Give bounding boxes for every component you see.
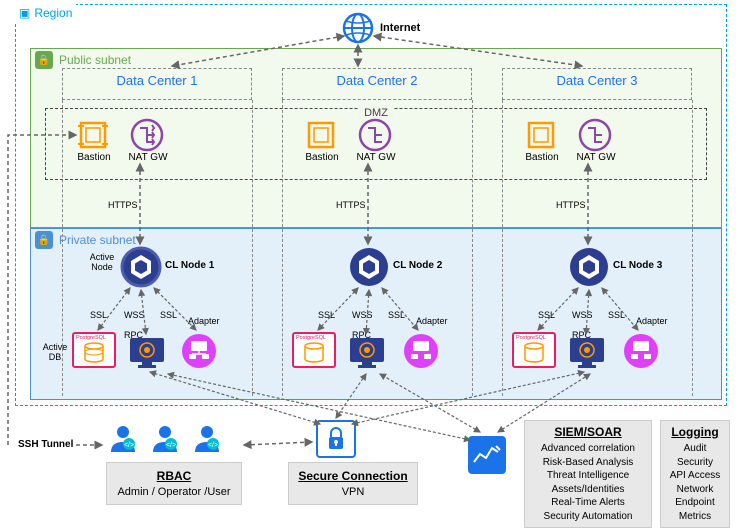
siem-item: Advanced correlation bbox=[531, 442, 645, 456]
dc3-right bbox=[692, 100, 693, 396]
active-node-label: Active Node bbox=[85, 252, 119, 272]
public-label: 🔒 Public subnet bbox=[35, 51, 131, 69]
monitor-icon bbox=[348, 336, 386, 373]
rbac-box: RBAC Admin / Operator /User bbox=[106, 462, 242, 505]
siem-item: Assets/Identities bbox=[531, 483, 645, 497]
rbac-users: </> </> </> bbox=[106, 422, 224, 456]
region-label: ▣ Region bbox=[15, 4, 76, 22]
logging-item: Network bbox=[665, 483, 725, 497]
logging-item: Metrics bbox=[665, 510, 725, 524]
postgres-icon: PostgreSQL bbox=[292, 332, 336, 368]
lock-icon: 🔒 bbox=[35, 51, 53, 69]
bastion-icon bbox=[306, 120, 336, 153]
private-text: Private subnet bbox=[59, 233, 136, 247]
natgw-icon bbox=[130, 118, 164, 155]
siem-items: Advanced correlationRisk-Based AnalysisT… bbox=[531, 442, 645, 523]
natgw-icon bbox=[578, 118, 612, 155]
wss: WSS bbox=[352, 310, 373, 320]
logging-items: AuditSecurityAPI AccessNetworkEndpointMe… bbox=[665, 442, 725, 523]
dc2-box: Data Center 2 bbox=[282, 68, 472, 100]
dc2-left bbox=[282, 100, 283, 396]
dc1-title: Data Center 1 bbox=[63, 69, 251, 92]
https-label: HTTPS bbox=[556, 200, 586, 210]
logging-item: API Access bbox=[665, 469, 725, 483]
dc3-left bbox=[502, 100, 503, 396]
clnode-icon bbox=[568, 246, 610, 291]
natgw-label: NAT GW bbox=[572, 152, 620, 163]
siem-item: Security Automation bbox=[531, 510, 645, 524]
internet-label: Internet bbox=[380, 22, 420, 34]
dc3-title: Data Center 3 bbox=[503, 69, 691, 92]
rbac-title: RBAC bbox=[115, 469, 233, 483]
vpn-sub: VPN bbox=[342, 486, 365, 498]
ssl1: SSL bbox=[538, 310, 555, 320]
siem-item: Risk-Based Analysis bbox=[531, 456, 645, 470]
natgw-label: NAT GW bbox=[124, 152, 172, 163]
logging-item: Security bbox=[665, 456, 725, 470]
dc2-right bbox=[472, 100, 473, 396]
clnode-icon bbox=[120, 246, 162, 291]
dc1-right bbox=[252, 100, 253, 396]
logging-box: Logging AuditSecurityAPI AccessNetworkEn… bbox=[660, 420, 730, 528]
siem-title: SIEM/SOAR bbox=[531, 425, 645, 439]
adapter-label: Adapter bbox=[416, 316, 448, 326]
svg-text:</>: </> bbox=[166, 442, 176, 449]
siem-icon bbox=[466, 434, 508, 479]
logging-item: Audit bbox=[665, 442, 725, 456]
ssh-label: SSH Tunnel bbox=[18, 439, 73, 450]
adapter-icon bbox=[402, 332, 440, 373]
clnode-icon bbox=[348, 246, 390, 291]
pg-text: PostgreSQL bbox=[76, 335, 106, 341]
https-label: HTTPS bbox=[108, 200, 138, 210]
clnode-label: CL Node 3 bbox=[613, 260, 662, 271]
pg-text: PostgreSQL bbox=[296, 335, 326, 341]
active-db-label: Active DB bbox=[40, 342, 70, 362]
siem-box: SIEM/SOAR Advanced correlationRisk-Based… bbox=[524, 420, 652, 528]
adapter-label: Adapter bbox=[636, 316, 668, 326]
vpn-icon bbox=[316, 420, 356, 458]
pg-text: PostgreSQL bbox=[516, 335, 546, 341]
dc1-box: Data Center 1 bbox=[62, 68, 252, 100]
adapter-label: Adapter bbox=[188, 316, 220, 326]
clnode-label: CL Node 2 bbox=[393, 260, 442, 271]
dc3-box: Data Center 3 bbox=[502, 68, 692, 100]
vpn-box: Secure Connection VPN bbox=[288, 462, 418, 505]
rbac-sub: Admin / Operator /User bbox=[117, 486, 230, 498]
adapter-icon bbox=[622, 332, 660, 373]
dc2-title: Data Center 2 bbox=[283, 69, 471, 92]
bastion-icon bbox=[526, 120, 556, 153]
svg-text:</>: </> bbox=[208, 442, 218, 449]
ssl2: SSL bbox=[608, 310, 625, 320]
adapter-icon bbox=[180, 332, 218, 373]
clnode-label: CL Node 1 bbox=[165, 260, 214, 271]
vpn-title: Secure Connection bbox=[297, 469, 409, 483]
ssl1: SSL bbox=[90, 310, 107, 320]
ssl2: SSL bbox=[388, 310, 405, 320]
svg-text:</>: </> bbox=[124, 442, 134, 449]
https-label: HTTPS bbox=[336, 200, 366, 210]
region-text: Region bbox=[34, 6, 72, 20]
ssl2: SSL bbox=[160, 310, 177, 320]
logging-item: Endpoint bbox=[665, 496, 725, 510]
bastion-label: Bastion bbox=[74, 152, 114, 163]
monitor-icon bbox=[128, 336, 166, 373]
siem-item: Threat Intelligence bbox=[531, 469, 645, 483]
natgw-label: NAT GW bbox=[352, 152, 400, 163]
wss: WSS bbox=[124, 310, 145, 320]
bastion-label: Bastion bbox=[522, 152, 562, 163]
ssl1: SSL bbox=[318, 310, 335, 320]
bastion-icon bbox=[78, 120, 108, 153]
public-text: Public subnet bbox=[59, 53, 131, 67]
postgres-icon: PostgreSQL bbox=[72, 332, 116, 368]
internet-icon bbox=[340, 10, 376, 49]
logging-title: Logging bbox=[665, 425, 725, 439]
monitor-icon bbox=[568, 336, 606, 373]
postgres-icon: PostgreSQL bbox=[512, 332, 556, 368]
bastion-label: Bastion bbox=[302, 152, 342, 163]
siem-item: Real-Time Alerts bbox=[531, 496, 645, 510]
natgw-icon bbox=[358, 118, 392, 155]
lock-icon: 🔒 bbox=[35, 231, 53, 249]
wss: WSS bbox=[572, 310, 593, 320]
